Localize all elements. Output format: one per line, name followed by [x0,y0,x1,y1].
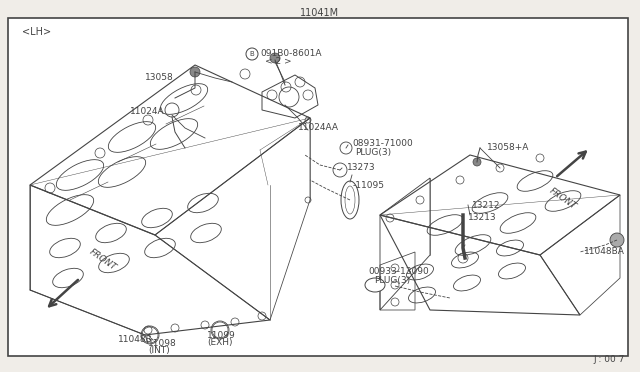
Text: 11048B: 11048B [118,336,153,344]
Text: 091B0-8601A: 091B0-8601A [260,49,321,58]
Text: (EXH): (EXH) [207,339,232,347]
Text: 11048BA: 11048BA [584,247,625,257]
Text: 13058: 13058 [145,74,173,83]
Circle shape [610,233,624,247]
Text: 13273: 13273 [347,164,376,173]
Ellipse shape [341,181,359,219]
Text: PLUG(3): PLUG(3) [374,276,410,285]
Text: 13058+A: 13058+A [487,144,529,153]
Text: PLUG(3): PLUG(3) [355,148,391,157]
Text: B: B [250,51,254,57]
Text: < 2 >: < 2 > [265,58,292,67]
Text: 11024AA: 11024AA [298,124,339,132]
Text: 11041M: 11041M [300,8,340,18]
Ellipse shape [365,278,385,292]
Text: FRONT: FRONT [548,186,579,211]
Circle shape [473,158,481,166]
Text: 13213: 13213 [468,214,497,222]
Text: -11095: -11095 [353,180,385,189]
Text: 11024A: 11024A [130,108,164,116]
Text: 13212: 13212 [472,201,500,209]
Text: 11098: 11098 [148,339,177,347]
Circle shape [270,53,280,63]
Text: FRONT: FRONT [88,247,118,272]
Text: 08931-71000: 08931-71000 [352,138,413,148]
Text: J : 00 7: J : 00 7 [594,356,625,365]
Circle shape [190,67,200,77]
Text: 11099: 11099 [207,330,236,340]
Text: <LH>: <LH> [22,27,51,37]
Text: (INT): (INT) [148,346,170,356]
Text: 00933-13090: 00933-13090 [368,267,429,276]
